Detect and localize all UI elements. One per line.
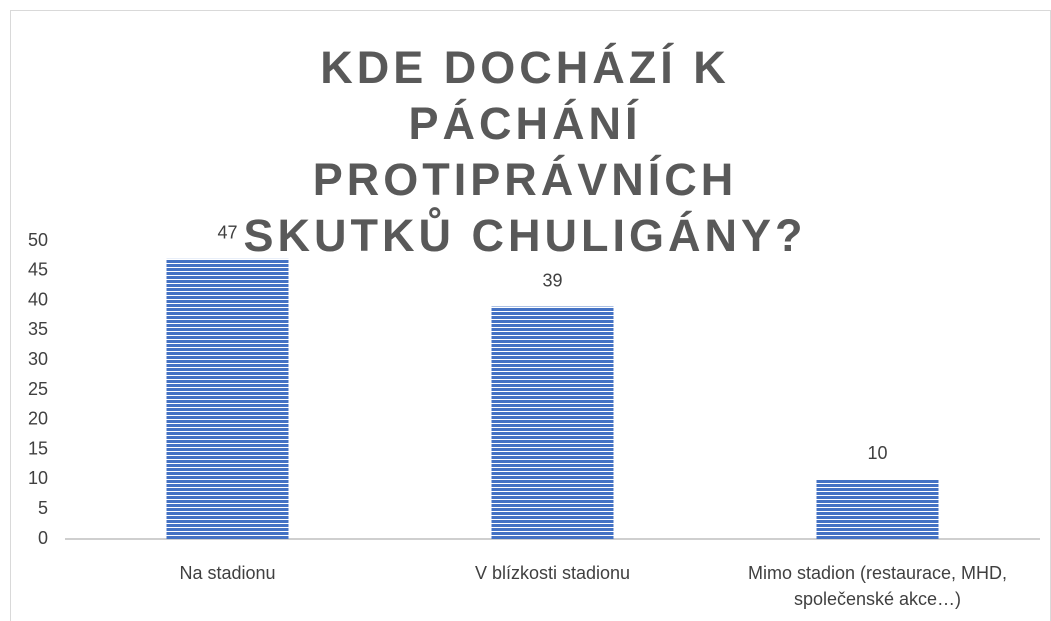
chart-title: KDE DOCHÁZÍ K PÁCHÁNÍ PROTIPRÁVNÍCH SKUT…	[243, 42, 807, 261]
y-tick-label: 45	[28, 260, 48, 280]
bar	[816, 479, 939, 539]
data-label: 39	[542, 270, 562, 290]
y-tick-label: 35	[28, 319, 48, 339]
x-tick-label: V blízkosti stadionu	[474, 563, 631, 583]
y-tick-label: 20	[28, 409, 48, 429]
data-label: 47	[217, 223, 237, 243]
y-tick-label: 5	[38, 498, 48, 518]
data-label: 10	[867, 443, 887, 463]
y-tick-label: 30	[28, 349, 48, 369]
bar	[166, 258, 289, 539]
y-tick-label: 40	[28, 289, 48, 309]
bar	[491, 306, 614, 539]
x-tick-label: Mimo stadion (restaurace, MHD, společens…	[747, 563, 1008, 609]
x-tick-label: Na stadionu	[179, 563, 276, 583]
y-tick-label: 10	[28, 468, 48, 488]
y-tick-label: 0	[38, 528, 48, 548]
y-tick-label: 25	[28, 379, 48, 399]
y-tick-label: 15	[28, 438, 48, 458]
y-tick-label: 50	[28, 230, 48, 250]
